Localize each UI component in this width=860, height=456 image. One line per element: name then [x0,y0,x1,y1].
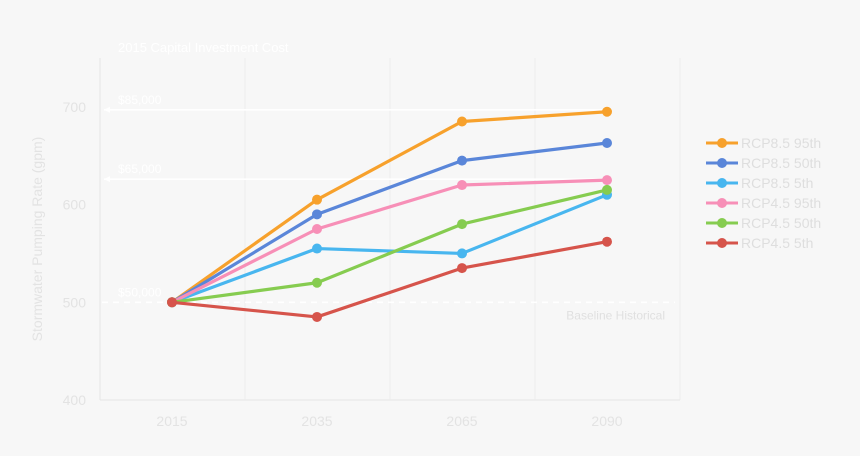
y-tick-label: 700 [63,99,87,115]
legend-swatch-marker [717,158,727,168]
y-tick-label: 600 [63,197,87,213]
baseline-label: Baseline Historical [566,308,665,322]
legend-item: RCP8.5 50th [706,155,821,171]
data-point [602,236,612,247]
cost-level-label: $65,000 [118,162,162,176]
legend-label: RCP4.5 50th [741,215,821,231]
data-point [602,175,612,186]
y-tick-label: 400 [63,392,87,408]
series-line [170,193,609,304]
series-rcp4-5-5th [167,236,612,322]
x-tick-label: 2035 [301,413,332,429]
y-axis-label: Stormwater Pumping Rate (gpm) [29,137,45,342]
data-point [457,248,467,259]
series-line [170,178,609,304]
data-point [457,116,467,127]
legend-swatch-marker [717,218,727,228]
arrow-icon [104,176,110,183]
annotations: 2015 Capital Investment Cost $85,000 $65,0… [102,40,675,322]
data-point [312,243,322,254]
series-line [170,240,609,319]
x-tick-label: 2090 [591,413,622,429]
legend-swatch-marker [717,178,727,188]
series-line [170,110,609,304]
legend: RCP8.5 95th RCP8.5 50th RCP8.5 5th RCP4.5 9… [706,135,821,251]
data-point [602,184,612,195]
data-point [457,180,467,191]
legend-swatch-marker [717,138,727,148]
axes: 400 500 600 700 2015 2035 2065 2090 Stormwater P… [29,99,623,429]
data-point [312,209,322,220]
legend-swatch-marker [717,238,727,248]
legend-item: RCP4.5 5th [706,235,813,251]
data-point [312,277,322,288]
legend-item: RCP4.5 95th [706,195,821,211]
legend-label: RCP8.5 5th [741,175,813,191]
data-point [457,219,467,230]
series-rcp4-5-95th [167,175,612,308]
data-point [602,106,612,117]
series-group [167,106,612,322]
x-tick-label: 2065 [446,413,477,429]
legend-label: RCP4.5 5th [741,235,813,251]
legend-item: RCP8.5 95th [706,135,821,151]
data-point [312,194,322,205]
data-point [457,155,467,166]
data-point [167,297,177,308]
x-tick-label: 2015 [156,413,187,429]
legend-label: RCP8.5 95th [741,135,821,151]
y-tick-label: 500 [63,294,87,310]
legend-item: RCP4.5 50th [706,215,821,231]
series-line [170,141,609,304]
legend-label: RCP4.5 95th [741,195,821,211]
cost-level-label: $85,000 [118,93,162,107]
data-point [312,224,322,234]
legend-item: RCP8.5 5th [706,175,813,191]
cost-level-label: $50,000 [118,285,162,299]
annotation-header: 2015 Capital Investment Cost [118,40,289,55]
series-line [170,188,609,304]
legend-label: RCP8.5 50th [741,155,821,171]
data-point [312,311,322,322]
data-point [602,138,612,149]
data-point [457,263,467,274]
arrow-icon [104,106,110,113]
legend-swatch-marker [717,198,727,208]
